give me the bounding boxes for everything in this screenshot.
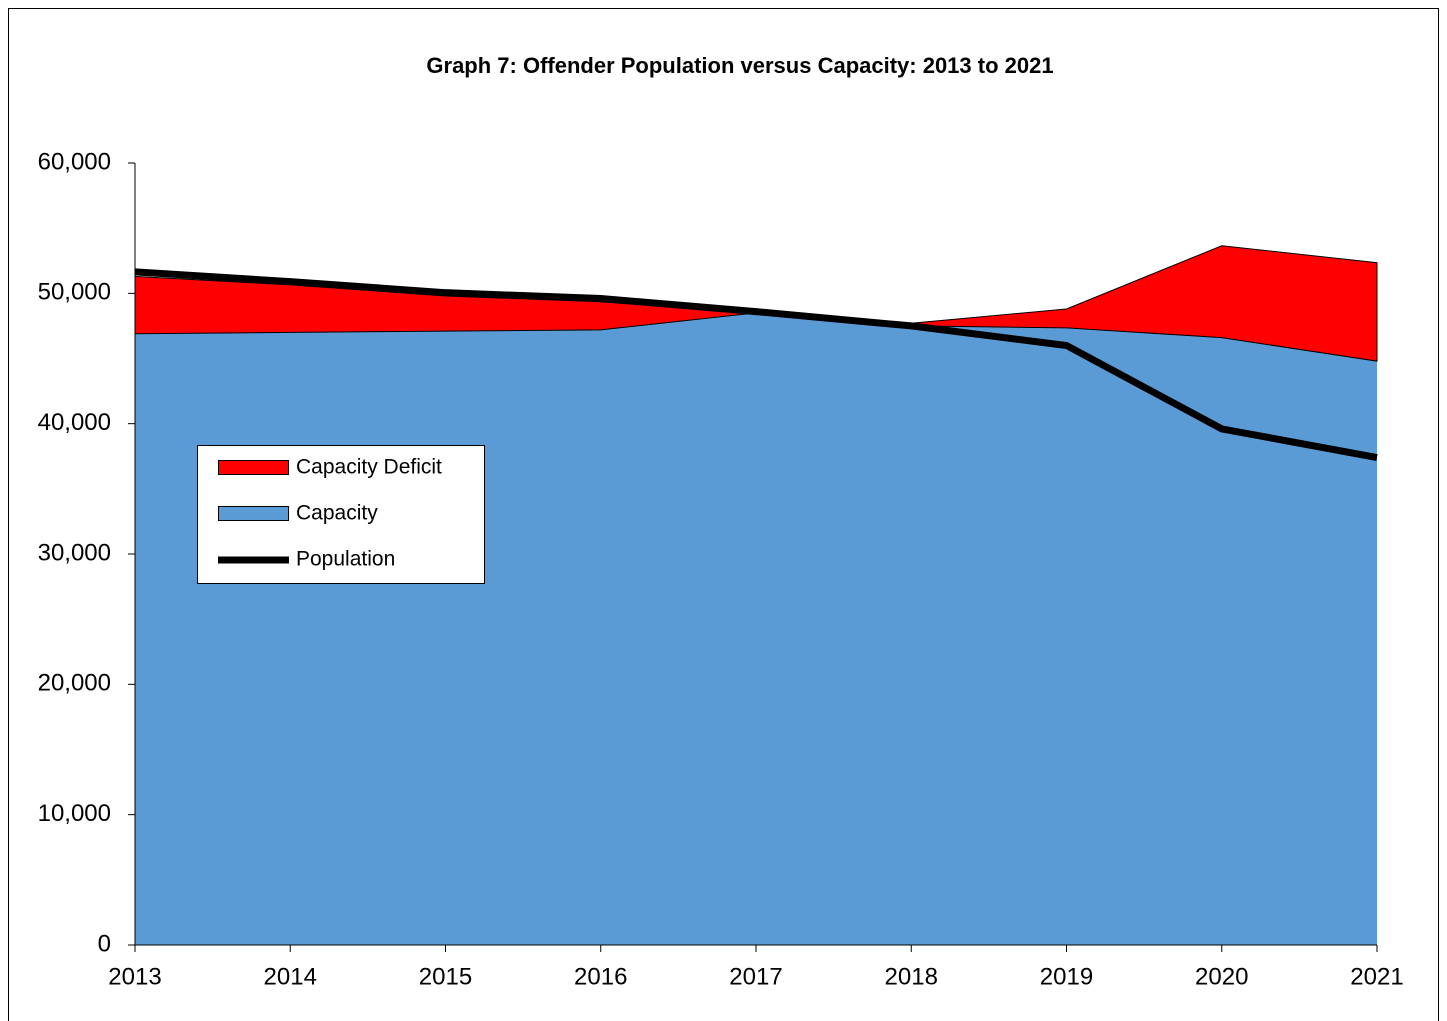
y-tick-label: 10,000 [38,800,111,827]
y-tick-label: 30,000 [38,539,111,566]
y-tick-label: 50,000 [38,279,111,306]
legend-label: Capacity [296,502,378,525]
x-tick-label: 2015 [419,963,472,990]
legend-swatch [218,460,289,475]
x-tick-label: 2019 [1040,963,1093,990]
chart-title: Graph 7: Offender Population versus Capa… [426,53,1053,78]
x-tick-label: 2017 [729,963,782,990]
legend: Capacity Deficit Capacity Population [197,445,485,584]
x-tick-label: 2021 [1350,963,1403,990]
legend-label: Capacity Deficit [296,456,442,479]
y-tick-label: 20,000 [38,670,111,697]
x-tick-label: 2013 [108,963,161,990]
x-tick-label: 2016 [574,963,627,990]
x-tick-label: 2018 [885,963,938,990]
line [134,268,1378,461]
y-tick-label: 40,000 [38,409,111,436]
y-tick-label: 0 [98,930,111,957]
legend-label: Population [296,548,395,571]
legend-swatch [218,506,289,521]
x-tick-label: 2014 [264,963,317,990]
y-tick-label: 60,000 [38,148,111,175]
area [135,312,1377,946]
x-tick-label: 2020 [1195,963,1248,990]
